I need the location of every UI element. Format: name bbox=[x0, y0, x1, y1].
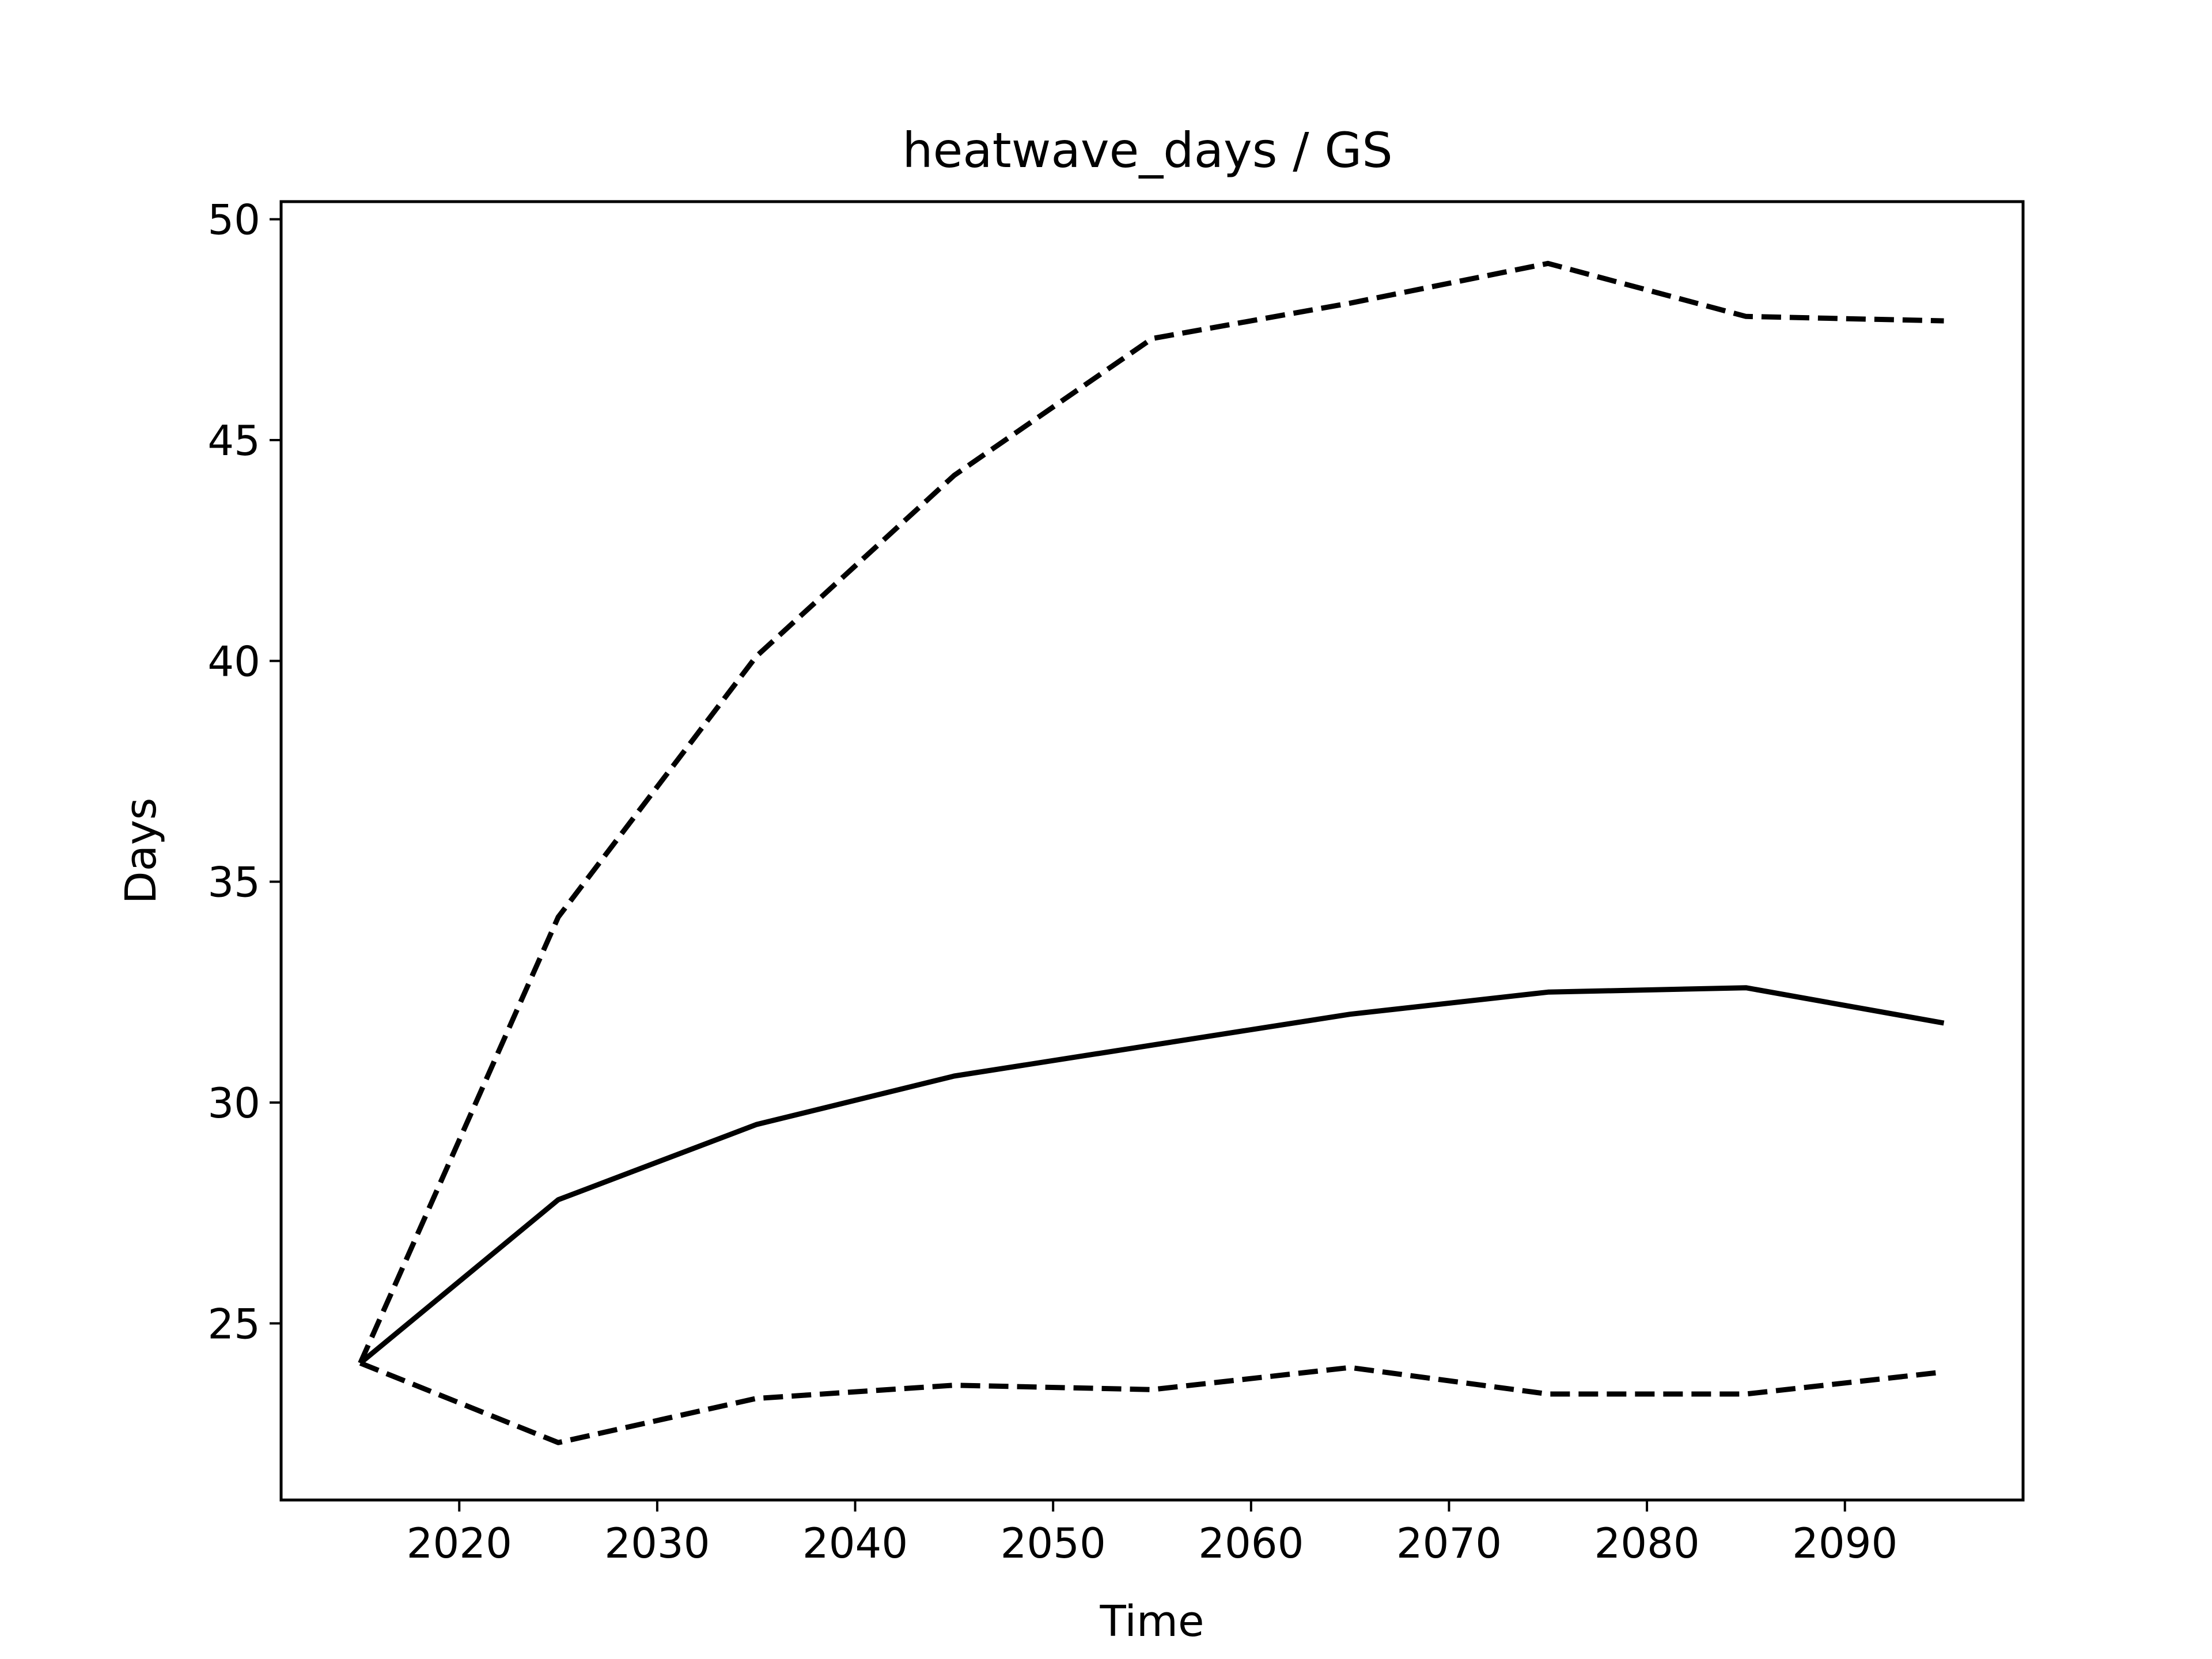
x-axis-label: Time bbox=[1099, 1597, 1204, 1646]
series-line-3 bbox=[359, 1361, 1944, 1445]
plot-frame bbox=[279, 200, 2025, 1502]
x-tick-label: 2070 bbox=[1396, 1519, 1502, 1567]
x-tick-label: 2080 bbox=[1594, 1519, 1699, 1567]
y-tick-label: 35 bbox=[207, 858, 260, 907]
y-tick-label: 50 bbox=[207, 196, 260, 244]
plot-lines bbox=[358, 260, 1945, 1445]
chart-title: heatwave_days / GS bbox=[902, 122, 1392, 179]
x-tick-label: 2060 bbox=[1198, 1519, 1304, 1567]
series-line-2 bbox=[358, 260, 1944, 1365]
y-tick-label: 40 bbox=[207, 637, 260, 685]
x-tick-label: 2040 bbox=[802, 1519, 908, 1567]
y-tick-label: 45 bbox=[207, 416, 260, 465]
x-tick-label: 2020 bbox=[407, 1519, 512, 1567]
x-axis-ticks: 2020 2030 2040 2050 2060 2070 2080 2090 bbox=[407, 1500, 1897, 1567]
y-tick-label: 30 bbox=[207, 1079, 260, 1127]
x-tick-label: 2090 bbox=[1792, 1519, 1897, 1567]
x-tick-label: 2030 bbox=[604, 1519, 710, 1567]
y-axis-ticks: 25 30 35 40 45 50 bbox=[207, 196, 281, 1348]
y-axis-label: Days bbox=[116, 798, 166, 904]
y-tick-label: 25 bbox=[207, 1300, 260, 1348]
x-tick-label: 2050 bbox=[1001, 1519, 1106, 1567]
series-line-1 bbox=[358, 985, 1945, 1365]
